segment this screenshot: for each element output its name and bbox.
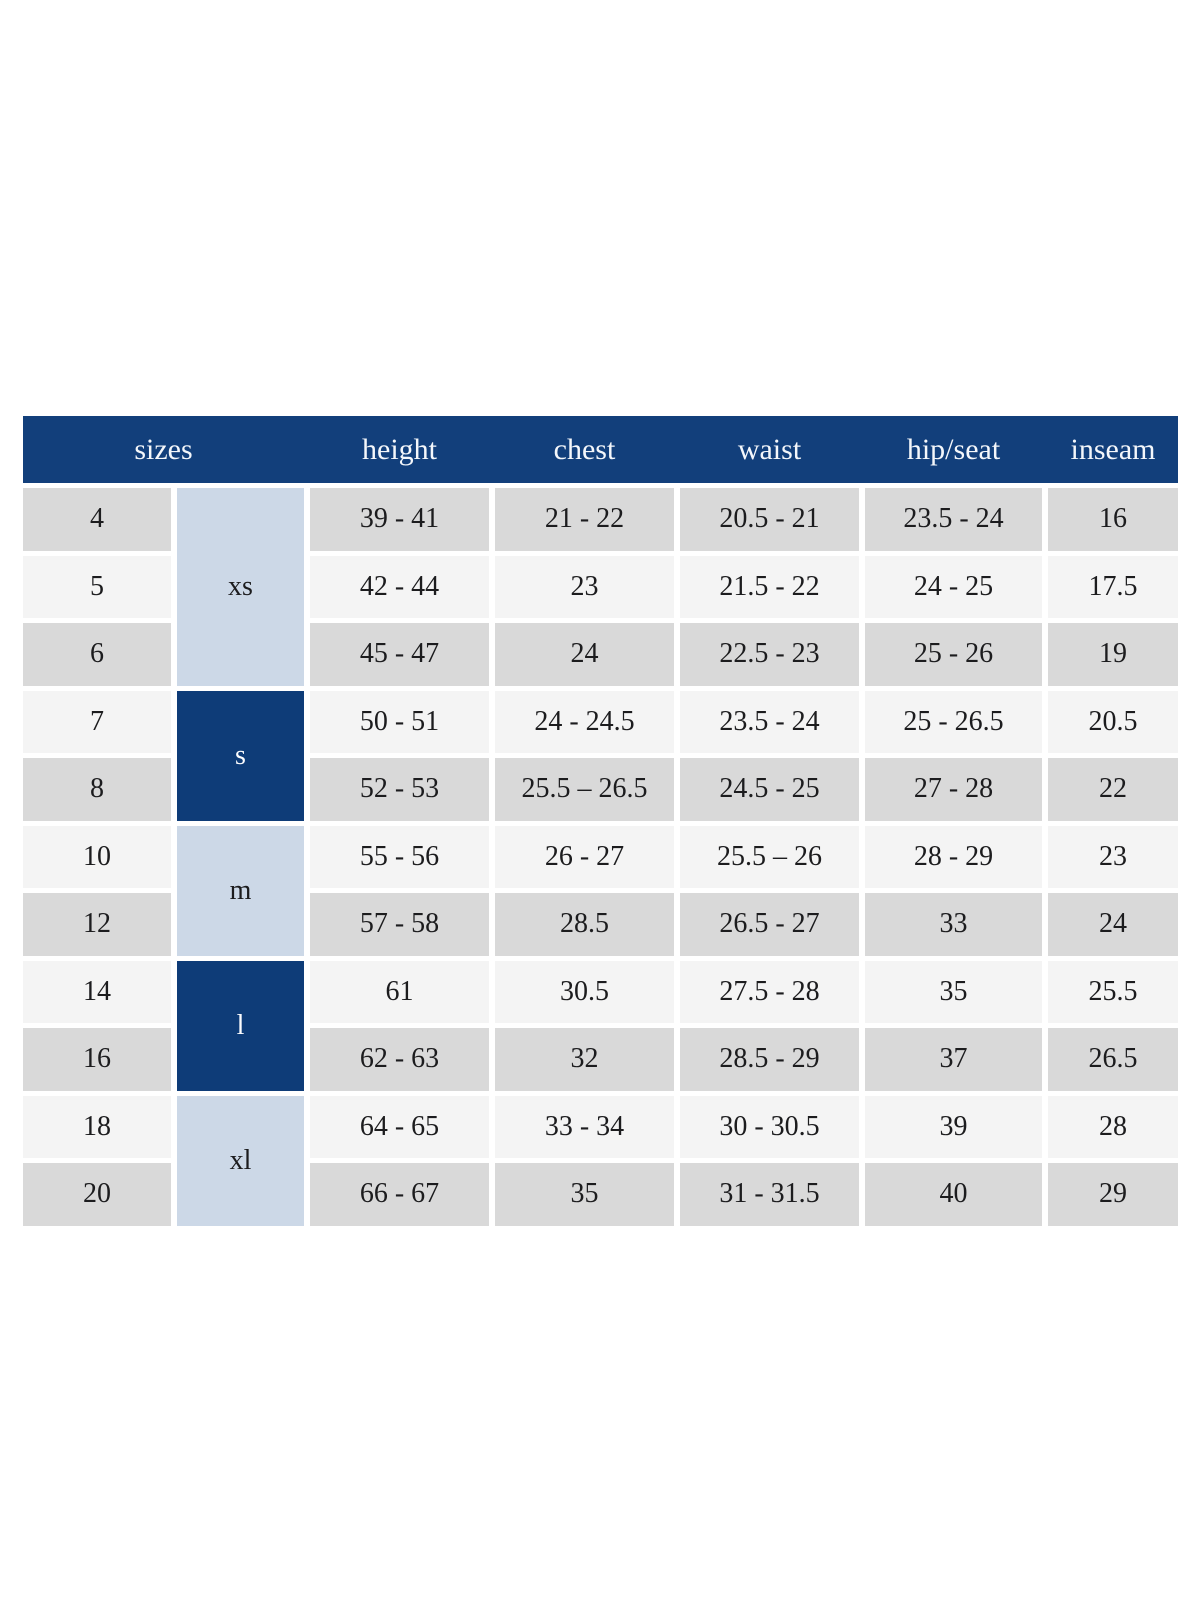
chest-cell: 23 [495, 555, 674, 618]
hip-seat-cell: 24 - 25 [865, 555, 1042, 618]
height-cell: 52 - 53 [310, 758, 489, 821]
size-cell: 20 [23, 1163, 171, 1226]
hip-seat-cell: 33 [865, 893, 1042, 956]
waist-cell: 31 - 31.5 [680, 1163, 859, 1226]
chest-cell: 24 - 24.5 [495, 690, 674, 753]
inseam-cell: 24 [1048, 893, 1178, 956]
inseam-cell: 17.5 [1048, 555, 1178, 618]
chest-cell: 30.5 [495, 960, 674, 1023]
height-cell: 64 - 65 [310, 1095, 489, 1158]
height-cell: 61 [310, 960, 489, 1023]
hip-seat-cell: 39 [865, 1095, 1042, 1158]
inseam-cell: 16 [1048, 488, 1178, 551]
size-group-m: m [177, 825, 304, 956]
inseam-cell: 20.5 [1048, 690, 1178, 753]
size-cell: 4 [23, 488, 171, 551]
inseam-cell: 26.5 [1048, 1028, 1178, 1091]
size-cell: 16 [23, 1028, 171, 1091]
chest-cell: 32 [495, 1028, 674, 1091]
waist-cell: 28.5 - 29 [680, 1028, 859, 1091]
waist-cell: 27.5 - 28 [680, 960, 859, 1023]
size-chart-table: sizes height chest waist hip/seat inseam… [23, 416, 1178, 1226]
waist-cell: 30 - 30.5 [680, 1095, 859, 1158]
size-group-l: l [177, 960, 304, 1091]
size-cell: 6 [23, 623, 171, 686]
height-cell: 62 - 63 [310, 1028, 489, 1091]
hip-seat-cell: 25 - 26.5 [865, 690, 1042, 753]
inseam-cell: 28 [1048, 1095, 1178, 1158]
column-header-inseam: inseam [1070, 432, 1156, 466]
table-header-row: sizes height chest waist hip/seat inseam [23, 416, 1178, 483]
size-group-xs: xs [177, 488, 304, 686]
size-cell: 7 [23, 690, 171, 753]
column-header-sizes: sizes [134, 432, 193, 466]
waist-cell: 23.5 - 24 [680, 690, 859, 753]
waist-cell: 20.5 - 21 [680, 488, 859, 551]
chest-cell: 25.5 – 26.5 [495, 758, 674, 821]
waist-cell: 22.5 - 23 [680, 623, 859, 686]
inseam-cell: 19 [1048, 623, 1178, 686]
height-cell: 55 - 56 [310, 825, 489, 888]
column-header-hip-seat: hip/seat [906, 432, 1001, 466]
inseam-cell: 29 [1048, 1163, 1178, 1226]
hip-seat-cell: 28 - 29 [865, 825, 1042, 888]
waist-cell: 26.5 - 27 [680, 893, 859, 956]
size-cell: 10 [23, 825, 171, 888]
size-group-s: s [177, 690, 304, 821]
height-cell: 66 - 67 [310, 1163, 489, 1226]
hip-seat-cell: 35 [865, 960, 1042, 1023]
table-body: 4 xs 39 - 41 21 - 22 20.5 - 21 23.5 - 24… [23, 488, 1178, 1226]
hip-seat-cell: 27 - 28 [865, 758, 1042, 821]
size-cell: 8 [23, 758, 171, 821]
inseam-cell: 25.5 [1048, 960, 1178, 1023]
height-cell: 42 - 44 [310, 555, 489, 618]
inseam-cell: 22 [1048, 758, 1178, 821]
height-cell: 50 - 51 [310, 690, 489, 753]
chest-cell: 26 - 27 [495, 825, 674, 888]
waist-cell: 21.5 - 22 [680, 555, 859, 618]
chest-cell: 33 - 34 [495, 1095, 674, 1158]
chest-cell: 21 - 22 [495, 488, 674, 551]
chest-cell: 28.5 [495, 893, 674, 956]
size-cell: 18 [23, 1095, 171, 1158]
height-cell: 45 - 47 [310, 623, 489, 686]
hip-seat-cell: 37 [865, 1028, 1042, 1091]
hip-seat-cell: 23.5 - 24 [865, 488, 1042, 551]
size-cell: 12 [23, 893, 171, 956]
hip-seat-cell: 40 [865, 1163, 1042, 1226]
size-cell: 5 [23, 555, 171, 618]
waist-cell: 25.5 – 26 [680, 825, 859, 888]
hip-seat-cell: 25 - 26 [865, 623, 1042, 686]
size-group-xl: xl [177, 1095, 304, 1226]
chest-cell: 24 [495, 623, 674, 686]
waist-cell: 24.5 - 25 [680, 758, 859, 821]
inseam-cell: 23 [1048, 825, 1178, 888]
column-header-chest: chest [553, 432, 616, 466]
size-cell: 14 [23, 960, 171, 1023]
height-cell: 39 - 41 [310, 488, 489, 551]
column-header-height: height [362, 432, 437, 466]
chest-cell: 35 [495, 1163, 674, 1226]
height-cell: 57 - 58 [310, 893, 489, 956]
column-header-waist: waist [737, 432, 802, 466]
